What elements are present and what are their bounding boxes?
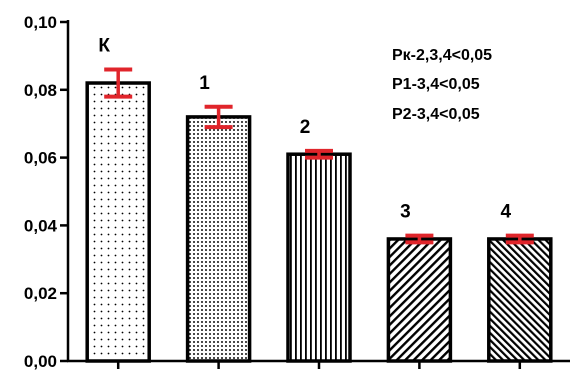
error-bar bbox=[405, 233, 434, 245]
bar-labels: К 1 2 3 4 bbox=[98, 35, 511, 222]
bar-label: К bbox=[98, 35, 110, 56]
y-tick-label: 0,02 bbox=[24, 284, 57, 303]
significance-annotations: Pк-2,3,4<0,05 P1-3,4<0,05 P2-3,4<0,05 bbox=[392, 47, 492, 123]
annotation-p1: P1-3,4<0,05 bbox=[392, 76, 480, 93]
bar-label: 2 bbox=[300, 117, 311, 138]
annotation-pk: Pк-2,3,4<0,05 bbox=[392, 47, 492, 64]
bar-label: 3 bbox=[400, 202, 411, 223]
bar-label: 1 bbox=[199, 73, 210, 94]
error-bar bbox=[204, 104, 233, 130]
annotation-p2: P2-3,4<0,05 bbox=[392, 106, 480, 123]
bar-4 bbox=[386, 237, 453, 363]
bar-5 bbox=[487, 237, 553, 363]
error-bar bbox=[505, 233, 534, 245]
y-tick-label: 0,00 bbox=[24, 352, 57, 371]
y-tick-label: 0,06 bbox=[24, 149, 57, 168]
bar-2 bbox=[185, 115, 252, 363]
bar-label: 4 bbox=[501, 202, 512, 223]
y-tick-label: 0,10 bbox=[24, 13, 57, 32]
y-axis: 0,00 0,02 0,04 0,06 0,08 0,10 bbox=[24, 13, 70, 371]
bars bbox=[85, 67, 553, 363]
y-tick-label: 0,08 bbox=[24, 81, 57, 100]
error-bar bbox=[104, 67, 133, 99]
y-tick-label: 0,04 bbox=[24, 216, 58, 235]
error-bar bbox=[305, 148, 333, 160]
bar-1 bbox=[85, 81, 151, 363]
bar-3 bbox=[286, 152, 352, 363]
